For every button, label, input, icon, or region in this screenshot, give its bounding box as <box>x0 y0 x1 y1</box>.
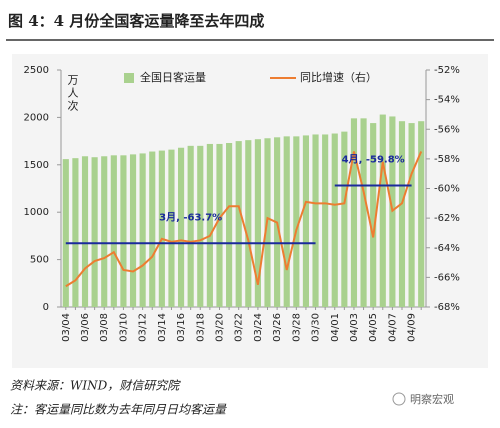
plot: 0 500 1000 1500 2000 2500 -68% -66% -64% -62% -60%… <box>24 65 460 342</box>
bar <box>72 158 79 307</box>
bar <box>101 156 108 307</box>
bar <box>149 151 156 307</box>
bar <box>254 139 261 307</box>
x-tick-label: 03/08 <box>99 313 110 342</box>
bar <box>418 121 425 307</box>
bar <box>360 118 367 308</box>
bar <box>302 135 310 307</box>
bar <box>245 140 252 307</box>
bar <box>216 143 223 307</box>
bar <box>81 156 89 307</box>
bar <box>120 155 127 307</box>
bar <box>62 159 69 307</box>
legend-swatch <box>124 73 134 83</box>
bar <box>168 149 175 307</box>
y2-tick-label: -62% <box>434 213 460 224</box>
bar <box>370 123 377 307</box>
x-tick-label: 03/10 <box>118 313 129 342</box>
x-tick-label: 03/28 <box>291 313 302 342</box>
bar <box>91 157 98 307</box>
bar <box>187 145 194 307</box>
bar <box>129 154 137 307</box>
bar <box>293 136 300 307</box>
bar <box>398 121 406 307</box>
y-tick-label: 1500 <box>24 160 49 171</box>
x-tick-label: 04/09 <box>407 313 418 342</box>
y-tick-label: 2000 <box>24 112 49 123</box>
x-tick-label: 03/04 <box>61 313 72 342</box>
x-tick-label: 04/01 <box>330 313 341 342</box>
bar <box>206 143 213 307</box>
x-tick-label: 03/20 <box>214 313 225 342</box>
x-tick-label: 03/26 <box>272 313 283 342</box>
bar <box>197 145 204 307</box>
bar <box>158 150 165 307</box>
x-tick-label: 04/03 <box>349 313 360 342</box>
y2-tick-label: -56% <box>434 124 460 135</box>
x-tick-label: 04/07 <box>387 313 398 342</box>
legend-label: 全国日客运量 <box>140 70 206 84</box>
x-tick-label: 03/14 <box>157 313 168 342</box>
chart-title: 图 4：4 月份全国客运量降至去年四成 <box>8 12 264 30</box>
x-tick-label: 03/18 <box>195 313 206 342</box>
bar <box>312 134 319 307</box>
x-tick-label: 03/30 <box>311 313 322 342</box>
bar <box>331 133 338 307</box>
y-tick-label: 2500 <box>24 65 49 76</box>
x-tick-label: 03/16 <box>176 313 187 342</box>
y2-tick-label: -64% <box>434 243 460 254</box>
y2-tick-label: -60% <box>434 184 460 195</box>
y2-tick-label: -68% <box>434 302 460 313</box>
x-tick-label: 04/05 <box>368 313 379 342</box>
x-tick-label: 03/22 <box>234 313 245 342</box>
legend-label: 同比增速（右） <box>300 70 377 84</box>
x-tick-label: 03/24 <box>253 313 264 342</box>
bar <box>379 114 386 307</box>
y-tick-label: 500 <box>30 255 49 266</box>
bar <box>341 131 348 307</box>
bar <box>408 123 415 307</box>
y2-tick-label: -52% <box>434 65 460 76</box>
bar <box>350 118 358 308</box>
y-axis-label: 万人次 <box>66 74 79 113</box>
watermark: 明察宏观 <box>410 392 454 406</box>
y2-tick-label: -66% <box>434 272 460 283</box>
bar <box>322 134 329 307</box>
bar <box>283 136 290 307</box>
bar <box>139 153 146 307</box>
y-tick-label: 0 <box>43 302 49 313</box>
x-tick-label: 03/06 <box>80 313 91 342</box>
source: 资料来源：WIND，财信研究院 <box>10 379 181 393</box>
bar <box>226 142 233 307</box>
y2-tick-label: -54% <box>434 95 460 106</box>
bar <box>110 155 117 307</box>
watermark-icon <box>392 392 406 406</box>
bar <box>235 141 242 307</box>
y-tick-label: 1000 <box>24 207 49 218</box>
x-tick-label: 03/12 <box>138 313 149 342</box>
bar <box>177 147 185 307</box>
note: 注：客运量同比数为去年同月日均客运量 <box>10 403 227 417</box>
annotation: 3月, -63.7% <box>159 211 222 223</box>
annotation: 4月, -59.8% <box>342 154 405 166</box>
y2-tick-label: -58% <box>434 154 460 165</box>
